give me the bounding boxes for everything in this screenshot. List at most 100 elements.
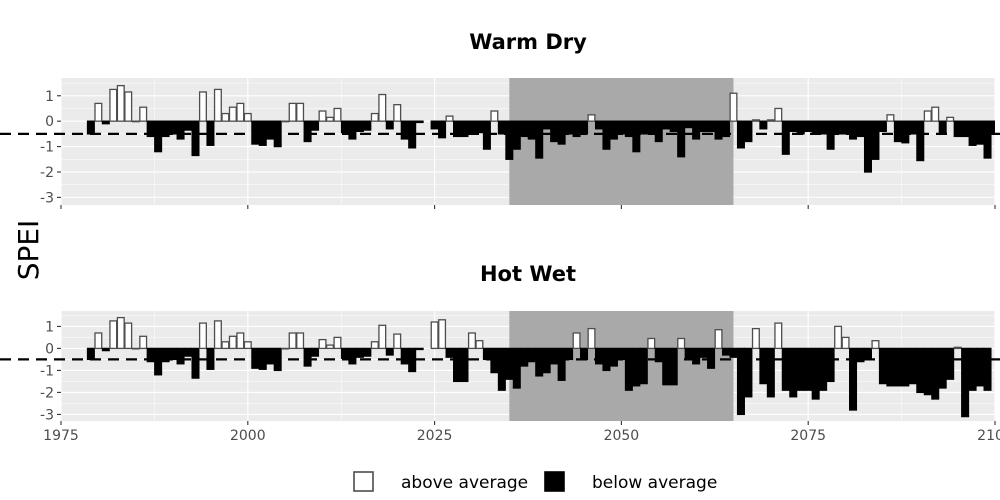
bar-hot-wet-2014 xyxy=(348,347,357,365)
bar-hot-wet-2000 xyxy=(243,341,252,350)
x-tick-label: 1975 xyxy=(43,428,79,444)
bar-warm-dry-1999 xyxy=(236,102,245,122)
bar-hot-wet-2096 xyxy=(961,347,970,418)
bar-warm-dry-2038 xyxy=(527,120,536,140)
bar-warm-dry-2100 xyxy=(990,120,995,135)
bar-hot-wet-2083 xyxy=(863,347,872,361)
y-axis-warm-dry: 1 0 -1 -2 -3 xyxy=(40,89,61,206)
bar-warm-dry-2087 xyxy=(893,120,902,143)
bar-warm-dry-1981 xyxy=(101,120,110,125)
bar-warm-dry-1990 xyxy=(169,120,178,135)
bar-warm-dry-2041 xyxy=(550,120,559,143)
bar-warm-dry-2042 xyxy=(557,120,566,145)
bar-hot-wet-1988 xyxy=(154,347,163,376)
bar-warm-dry-1983 xyxy=(116,84,125,122)
bar-hot-wet-2084 xyxy=(871,340,880,350)
bar-hot-wet-1999 xyxy=(236,332,245,350)
bar-warm-dry-1989 xyxy=(161,120,170,138)
bar-hot-wet-2054 xyxy=(647,337,656,350)
y-tick-label: 1 xyxy=(45,89,54,105)
bar-warm-dry-2010 xyxy=(318,110,327,122)
bar-hot-wet-2077 xyxy=(819,347,828,391)
bar-warm-dry-2025 xyxy=(430,120,439,130)
bar-hot-wet-2023 xyxy=(415,347,424,351)
legend: above average below average xyxy=(353,471,717,493)
bar-hot-wet-1998 xyxy=(228,335,237,350)
bars-warm-dry xyxy=(86,84,995,173)
bar-hot-wet-2098 xyxy=(976,347,985,387)
bar-warm-dry-2095 xyxy=(953,120,962,138)
y-tick-label: -1 xyxy=(40,140,54,156)
bar-hot-wet-2060 xyxy=(692,347,701,365)
bar-warm-dry-2081 xyxy=(849,120,858,140)
x-axis-hot-wet: 1975 2000 2025 2050 2075 2100 xyxy=(43,421,1000,444)
bar-hot-wet-2079 xyxy=(834,325,843,350)
bar-warm-dry-2048 xyxy=(602,120,611,150)
legend-swatch-above xyxy=(353,471,374,492)
bar-warm-dry-2035 xyxy=(505,120,514,160)
bar-hot-wet-2057 xyxy=(669,347,678,386)
bar-hot-wet-2035 xyxy=(505,347,514,380)
bar-warm-dry-1982 xyxy=(109,88,118,122)
y-tick-label: 0 xyxy=(45,114,54,130)
bar-hot-wet-1993 xyxy=(191,347,200,379)
bar-warm-dry-2020 xyxy=(393,104,402,122)
bar-hot-wet-2076 xyxy=(811,347,820,400)
bar-hot-wet-2059 xyxy=(684,347,693,361)
bar-hot-wet-2029 xyxy=(460,347,469,383)
bar-warm-dry-2071 xyxy=(774,107,783,122)
bar-warm-dry-2053 xyxy=(639,120,648,135)
bar-hot-wet-2008 xyxy=(303,347,312,367)
bar-hot-wet-2056 xyxy=(662,347,671,386)
bar-hot-wet-1982 xyxy=(109,320,118,350)
bar-warm-dry-2099 xyxy=(983,120,992,159)
bar-warm-dry-2075 xyxy=(804,120,813,132)
shaded-period-warm-dry xyxy=(509,78,734,205)
bar-warm-dry-2044 xyxy=(572,120,581,138)
bar-hot-wet-2086 xyxy=(886,347,895,387)
bar-warm-dry-2082 xyxy=(856,120,865,138)
bar-hot-wet-1991 xyxy=(176,347,185,365)
bar-warm-dry-2011 xyxy=(325,116,335,122)
x-tick-label: 2025 xyxy=(417,428,453,444)
bar-hot-wet-2092 xyxy=(931,347,940,400)
y-tick-label: -2 xyxy=(40,385,54,401)
bar-warm-dry-2086 xyxy=(886,114,895,122)
bar-warm-dry-2067 xyxy=(744,120,753,143)
bar-warm-dry-2021 xyxy=(400,120,409,140)
x-axis-ticks-warm-dry xyxy=(60,205,996,209)
bar-warm-dry-1994 xyxy=(198,91,207,122)
bar-warm-dry-2057 xyxy=(669,120,678,132)
bar-warm-dry-2014 xyxy=(348,120,357,140)
bar-warm-dry-2032 xyxy=(482,120,491,150)
bar-hot-wet-1990 xyxy=(169,347,178,361)
bar-warm-dry-2054 xyxy=(647,120,656,135)
bar-warm-dry-2059 xyxy=(684,120,693,129)
bar-warm-dry-2028 xyxy=(453,120,462,138)
bar-hot-wet-2090 xyxy=(916,347,925,394)
bar-hot-wet-2016 xyxy=(363,347,372,357)
y-tick-label: 1 xyxy=(45,319,54,335)
bar-warm-dry-2049 xyxy=(609,120,618,140)
bar-warm-dry-2000 xyxy=(243,112,252,122)
bar-warm-dry-2079 xyxy=(834,120,843,135)
bar-hot-wet-2043 xyxy=(565,347,574,361)
bar-hot-wet-1996 xyxy=(213,320,222,350)
x-tick-label: 2100 xyxy=(977,428,1000,444)
bar-warm-dry-1991 xyxy=(176,120,185,140)
bar-hot-wet-2051 xyxy=(624,347,633,391)
bar-warm-dry-2045 xyxy=(580,120,589,135)
bar-warm-dry-1996 xyxy=(213,88,222,122)
bar-warm-dry-1985 xyxy=(131,120,140,123)
x-tick-label: 2075 xyxy=(790,428,826,444)
bar-hot-wet-2037 xyxy=(520,347,529,367)
bar-warm-dry-1987 xyxy=(146,120,155,138)
bar-hot-wet-2081 xyxy=(849,347,858,411)
y-tick-label: -1 xyxy=(40,363,54,379)
bar-hot-wet-2009 xyxy=(311,347,320,357)
bar-hot-wet-1979 xyxy=(86,347,95,361)
bar-hot-wet-2031 xyxy=(475,340,484,350)
bar-warm-dry-2050 xyxy=(617,120,626,135)
bar-warm-dry-2023 xyxy=(415,120,424,124)
x-tick-label: 2000 xyxy=(230,428,266,444)
